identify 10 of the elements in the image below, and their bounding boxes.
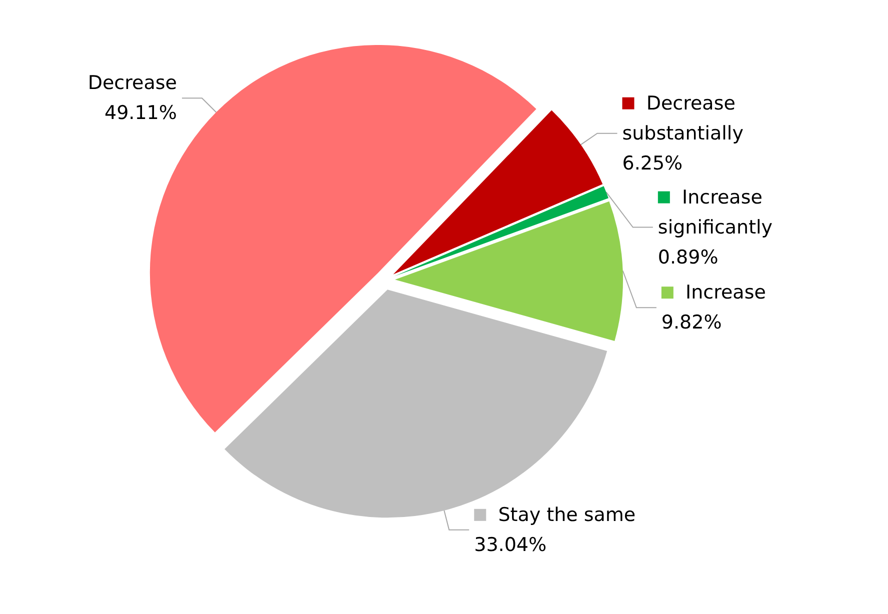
data-label: 9.82% [661, 312, 722, 334]
legend-label: Increase [673, 282, 766, 304]
data-label: 6.25% [622, 152, 683, 174]
legend-label: Stay the same [486, 504, 636, 526]
legend-label: Decrease substantially [622, 92, 744, 144]
slice-label: Decrease [76, 72, 177, 94]
data-label: 49.11% [104, 102, 177, 124]
data-label: 33.04% [474, 534, 547, 556]
data-label: 0.89% [658, 246, 718, 268]
legend-label: Increase significantly [658, 186, 773, 238]
